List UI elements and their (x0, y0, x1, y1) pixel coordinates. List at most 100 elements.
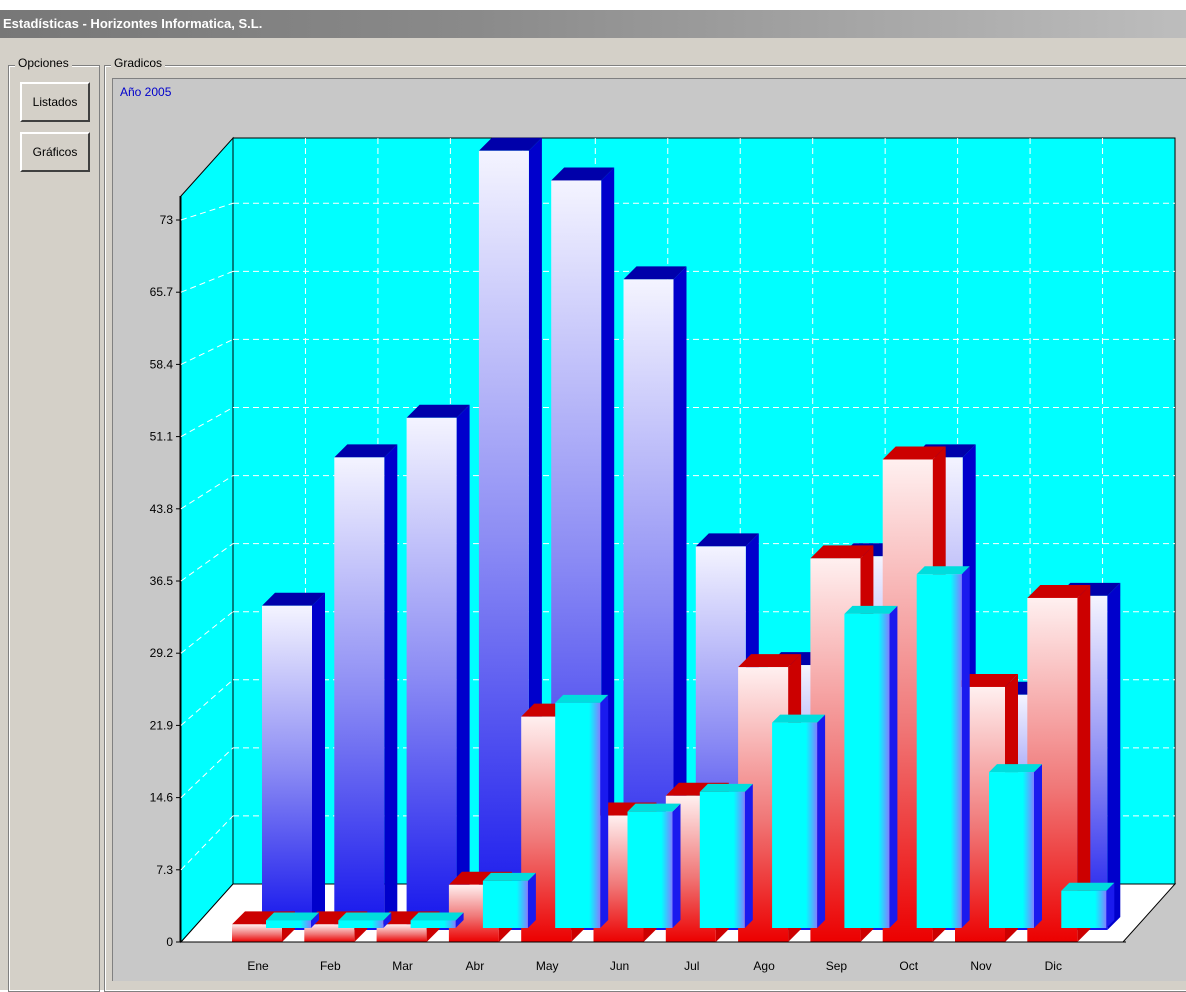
bar-cyan-top (410, 912, 464, 921)
bar-blue-top (551, 167, 615, 181)
bar-cyan-top (989, 764, 1042, 773)
bar-cyan-front (699, 791, 745, 928)
graficos-button[interactable]: Gráficos (20, 132, 90, 172)
bar-cyan-side (455, 912, 464, 928)
bar-blue-top (262, 592, 325, 606)
bar-red-front (376, 924, 427, 942)
bar-cyan-front (772, 722, 818, 928)
bar-blue-top (695, 533, 759, 547)
bar-cyan-front (916, 574, 962, 928)
bar-red-top (738, 654, 802, 668)
y-tick-label: 65.7 (150, 285, 174, 299)
bar-cyan-side (672, 803, 681, 928)
bar-blue-top (623, 266, 687, 280)
x-tick-label: Dic (1045, 959, 1062, 973)
window-title: Estadísticas - Horizontes Informatica, S… (0, 10, 1186, 38)
side-wall (180, 136, 234, 944)
bar-cyan-side (961, 566, 970, 928)
x-tick-label: Ene (247, 959, 269, 973)
bar-blue (406, 404, 470, 930)
listados-button[interactable]: Listados (20, 82, 90, 122)
bar-cyan-top (627, 803, 681, 812)
bar-cyan-front (989, 772, 1034, 928)
bar-red-top (1027, 584, 1091, 598)
bar-cyan-front (627, 811, 673, 928)
bar-blue-top (406, 404, 470, 418)
gridline-side (180, 202, 234, 221)
bar-cyan (266, 912, 319, 928)
bar-red-top (882, 446, 946, 460)
y-tick-label: 43.8 (150, 502, 174, 516)
gridline-side (180, 543, 234, 582)
bar-cyan (1061, 882, 1115, 928)
y-tick-label: 7.3 (156, 863, 173, 877)
bar-cyan-top (844, 605, 898, 614)
bar-cyan-side (527, 872, 536, 928)
x-tick-label: Mar (392, 959, 413, 973)
bar-red-top (810, 545, 874, 559)
y-tick-label: 58.4 (150, 357, 174, 371)
bar-cyan (338, 912, 392, 928)
bar-cyan-front (338, 920, 384, 928)
x-tick-label: Jul (684, 959, 699, 973)
bar-blue (334, 444, 398, 930)
bar-blue-side (384, 444, 398, 930)
bar-cyan-side (383, 912, 392, 928)
bar-red-front (232, 924, 282, 942)
bar-red-front (304, 924, 355, 942)
gridline-side (180, 815, 234, 871)
y-tick-label: 21.9 (150, 718, 174, 732)
bar-cyan (699, 783, 753, 928)
bar-cyan (844, 605, 898, 928)
bar-cyan-front (555, 702, 601, 928)
x-tick-label: Abr (466, 959, 485, 973)
bar-cyan-side (600, 694, 609, 928)
gridline-side (180, 747, 234, 798)
bar-blue-front (262, 605, 312, 930)
chart-heading: Año 2005 (120, 85, 172, 99)
x-tick-label: May (536, 959, 559, 973)
bar-cyan-side (889, 605, 898, 928)
y-tick-label: 14.6 (150, 791, 174, 805)
x-tick-label: Ago (753, 959, 775, 973)
bar-cyan-top (338, 912, 392, 921)
bar-cyan-top (266, 912, 319, 921)
bar-blue-side (312, 592, 325, 930)
x-tick-label: Oct (899, 959, 918, 973)
y-tick-label: 73 (160, 213, 174, 227)
bar-cyan-side (311, 912, 319, 928)
bar-blue (478, 137, 542, 931)
bar-cyan (772, 714, 826, 928)
bar-blue-front (334, 457, 385, 930)
bar-red-top (955, 673, 1018, 687)
bar-cyan-top (772, 714, 826, 723)
bar-cyan (989, 764, 1042, 928)
bar-blue-front (406, 417, 457, 930)
bar-cyan-front (482, 880, 528, 928)
bar-cyan-top (916, 566, 970, 575)
bar-cyan-front (410, 920, 456, 928)
charts-group-label: Gradicos (111, 56, 166, 70)
bar-cyan-top (699, 783, 753, 792)
bar-cyan-front (844, 613, 890, 928)
bar-blue-top (334, 444, 398, 458)
y-tick-label: 51.1 (150, 430, 174, 444)
bar-cyan (916, 566, 970, 928)
bar-cyan-front (266, 920, 311, 928)
bar-blue-top (478, 137, 542, 151)
y-tick-label: 0 (166, 935, 173, 949)
gridline-side (180, 475, 234, 510)
options-group-label: Opciones (15, 56, 72, 70)
bar-cyan-side (1034, 764, 1042, 928)
gridline-side (180, 611, 234, 654)
gridline-side (180, 679, 234, 726)
x-tick-label: Jun (610, 959, 629, 973)
y-tick-label: 36.5 (150, 574, 174, 588)
bar-cyan (627, 803, 681, 928)
bar-blue (262, 592, 325, 930)
bar-cyan-top (482, 872, 536, 881)
bar-cyan-side (744, 783, 753, 928)
bar-red-side (1077, 584, 1091, 942)
bar-blue-side (456, 404, 470, 930)
x-tick-label: Sep (826, 959, 848, 973)
